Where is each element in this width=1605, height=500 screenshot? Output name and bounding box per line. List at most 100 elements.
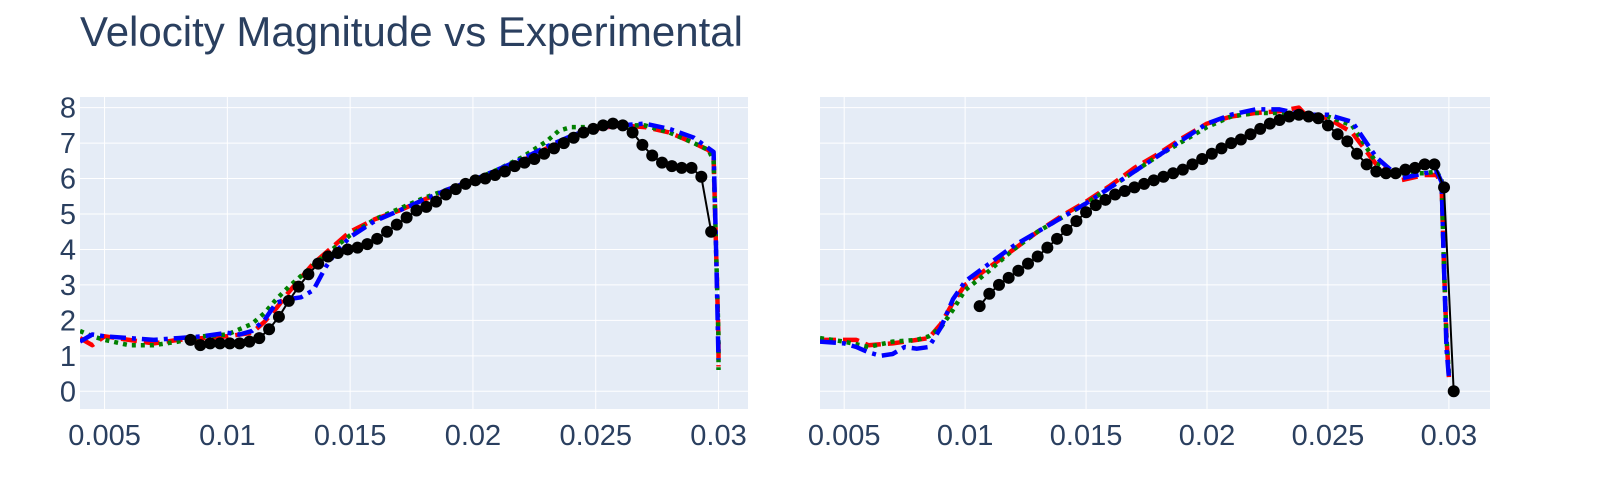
- experimental-point: [1022, 257, 1035, 270]
- experimental-point: [184, 333, 197, 346]
- experimental-point: [380, 225, 393, 238]
- experimental-point: [331, 247, 344, 259]
- simulation-line-3: [80, 121, 721, 360]
- experimental-point: [1312, 112, 1325, 125]
- y-tick-label: 7: [60, 128, 76, 160]
- experimental-point: [1447, 385, 1460, 398]
- experimental-point: [253, 332, 266, 345]
- experimental-point: [302, 268, 315, 281]
- experimental-point: [223, 337, 236, 350]
- experimental-point: [656, 156, 669, 169]
- experimental-point: [665, 160, 678, 173]
- experimental-point: [1186, 158, 1199, 171]
- x-tick-label: 0.03: [690, 420, 746, 452]
- experimental-point: [1215, 142, 1228, 155]
- experimental-point: [597, 119, 610, 132]
- experimental-point: [1138, 177, 1151, 190]
- series-group: [80, 117, 721, 370]
- x-tick-label: 0.025: [1292, 420, 1365, 452]
- experimental-point: [1051, 232, 1064, 245]
- x-tick-label: 0.01: [937, 420, 993, 452]
- y-tick-label: 8: [60, 93, 76, 125]
- experimental-point: [992, 278, 1005, 291]
- experimental-point: [489, 169, 502, 181]
- experimental-point: [400, 211, 413, 224]
- y-tick-label: 5: [60, 199, 76, 231]
- experimental-point: [1128, 181, 1141, 194]
- experimental-point: [263, 323, 276, 336]
- experimental-point: [577, 126, 590, 139]
- experimental-point: [341, 243, 354, 256]
- experimental-point: [1089, 199, 1102, 212]
- experimental-point: [351, 241, 364, 254]
- experimental-point: [1370, 165, 1383, 178]
- experimental-point: [508, 160, 521, 173]
- experimental-point: [498, 165, 511, 178]
- experimental-point: [1321, 119, 1334, 132]
- experimental-point: [1002, 271, 1015, 284]
- experimental-point: [1350, 147, 1363, 160]
- experimental-point: [1379, 167, 1392, 180]
- experimental-point: [322, 250, 335, 263]
- experimental-point: [1273, 114, 1286, 127]
- x-tick-label: 0.03: [1421, 420, 1477, 452]
- experimental-point: [646, 149, 659, 162]
- y-tick-label: 2: [60, 305, 76, 337]
- experimental-point: [1399, 163, 1412, 176]
- y-tick-label: 4: [60, 234, 76, 266]
- experimental-point: [518, 156, 531, 169]
- experimental-point: [528, 153, 541, 166]
- experimental-point: [1196, 153, 1209, 166]
- y-tick-label: 1: [60, 341, 76, 373]
- experimental-point: [1176, 163, 1189, 176]
- experimental-point: [547, 142, 560, 155]
- plot-area: [80, 97, 748, 409]
- experimental-point: [675, 161, 688, 174]
- experimental-point: [1118, 184, 1131, 197]
- experimental-point: [1031, 250, 1044, 263]
- experimental-point: [420, 200, 433, 213]
- experimental-point: [1360, 158, 1373, 171]
- experimental-point: [1428, 158, 1441, 171]
- experimental-point: [430, 195, 443, 208]
- experimental-point: [1263, 117, 1276, 130]
- y-tick-label: 0: [60, 376, 76, 408]
- experimental-point: [695, 170, 708, 183]
- experimental-point: [567, 131, 580, 144]
- experimental-point: [292, 280, 305, 293]
- experimental-point: [616, 119, 629, 132]
- experimental-point: [1099, 193, 1112, 206]
- experimental-point: [983, 287, 996, 300]
- experimental-point: [1438, 181, 1451, 194]
- experimental-point: [1109, 188, 1122, 201]
- experimental-point: [1205, 147, 1218, 160]
- experimental-point: [587, 122, 600, 135]
- experimental-point: [973, 300, 986, 313]
- experimental-point: [1418, 158, 1431, 171]
- experimental-point: [1225, 137, 1238, 150]
- experimental-point: [705, 225, 718, 238]
- experimental-point: [1041, 241, 1054, 254]
- experimental-point: [557, 137, 570, 150]
- experimental-point: [1283, 110, 1296, 123]
- experimental-point: [469, 174, 482, 187]
- experimental-point: [439, 188, 452, 201]
- experimental-point: [1389, 167, 1402, 180]
- x-tick-label: 0.02: [1179, 420, 1235, 452]
- x-tick-label: 0.015: [314, 420, 387, 452]
- series-group: [820, 105, 1460, 398]
- y-tick-label: 6: [60, 164, 76, 196]
- subplot-right: 0.005 0.01 0.015 0.02 0.025 0.03: [808, 97, 1490, 452]
- experimental-point: [243, 335, 256, 348]
- experimental-point: [685, 161, 698, 174]
- experimental-point: [1234, 133, 1247, 146]
- experimental-point: [449, 183, 462, 196]
- chart-title: Velocity Magnitude vs Experimental: [80, 8, 743, 55]
- experimental-point: [361, 238, 374, 251]
- subplot-left: 0.005 0.01 0.015 0.02 0.025 0.03 01 23 456 78: [60, 93, 748, 452]
- experimental-point: [213, 337, 226, 350]
- experimental-point: [1331, 128, 1344, 141]
- experimental-point: [1302, 110, 1315, 123]
- experimental-point: [204, 337, 217, 350]
